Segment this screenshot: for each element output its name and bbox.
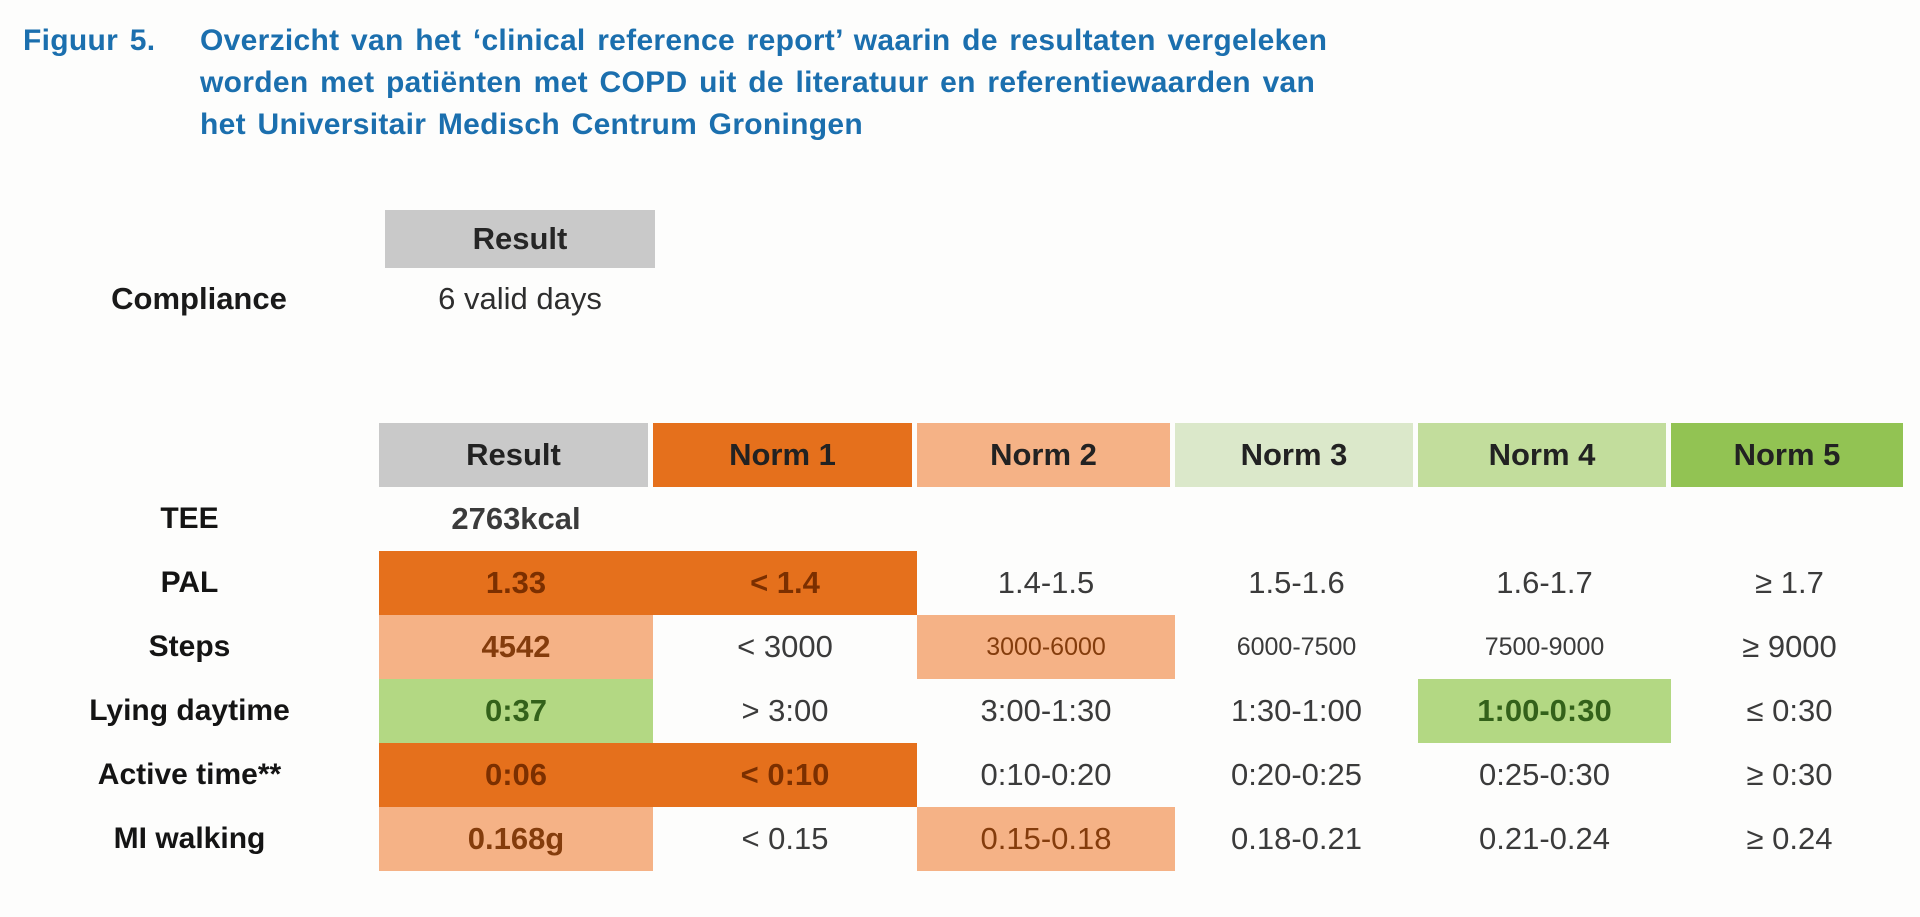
- cell-tee-norm-4: [1418, 487, 1671, 551]
- cell-tee-norm-3: [1175, 487, 1418, 551]
- compliance-result-header: Result: [385, 210, 655, 268]
- header-corner: [0, 423, 379, 487]
- cell-pal-norm-2: 1.4-1.5: [997, 565, 1095, 600]
- header-norm-2: Norm 2: [917, 423, 1175, 487]
- figure-title-line-2: worden met patiënten met COPD uit de lit…: [200, 66, 1316, 99]
- cell-active-norm-1: < 0:10: [653, 743, 917, 807]
- cell-active-norm-4: 0:25-0:30: [1479, 757, 1610, 792]
- cell-steps-norm-3: 6000-7500: [1236, 632, 1357, 661]
- figure-title-line-3: het Universitair Medisch Centrum Groning…: [200, 108, 864, 141]
- reference-table: Result Norm 1 Norm 2 Norm 3 Norm 4 Norm …: [0, 423, 1908, 871]
- cell-tee-norm-2: [917, 487, 1175, 551]
- cell-pal-norm-4: 1.6-1.7: [1496, 565, 1593, 600]
- cell-mi-result: 0.168g: [379, 807, 653, 871]
- cell-active-result: 0:06: [379, 743, 653, 807]
- cell-active-norm-3: 0:20-0:25: [1231, 757, 1362, 792]
- cell-active-norm-2: 0:10-0:20: [980, 757, 1112, 792]
- cell-active-norm-5: ≥ 0:30: [1746, 757, 1833, 792]
- cell-mi-norm-5: ≥ 0.24: [1746, 821, 1833, 856]
- cell-mi-norm-3: 0.18-0.21: [1231, 821, 1362, 856]
- figure-title: Figuur 5. Overzicht van het ‘clinical re…: [23, 20, 1327, 146]
- row-label-tee: TEE: [160, 502, 219, 535]
- header-norm-5: Norm 5: [1671, 423, 1908, 487]
- row-label-mi-walking: MI walking: [113, 822, 266, 855]
- figure-title-line-1: Overzicht van het ‘clinical reference re…: [200, 24, 1328, 57]
- cell-mi-norm-4: 0.21-0.24: [1479, 821, 1610, 856]
- figure-number-label: Figuur 5.: [23, 24, 156, 57]
- row-label-active-time: Active time**: [97, 758, 282, 791]
- cell-lying-result: 0:37: [379, 679, 653, 743]
- cell-lying-norm-3: 1:30-1:00: [1231, 693, 1362, 728]
- compliance-value: 6 valid days: [438, 281, 602, 316]
- cell-lying-norm-2: 3:00-1:30: [980, 693, 1112, 728]
- cell-tee-norm-1: [653, 487, 917, 551]
- cell-pal-result: 1.33: [379, 551, 653, 615]
- cell-tee-norm-5: [1671, 487, 1908, 551]
- cell-pal-norm-1: < 1.4: [653, 551, 917, 615]
- cell-lying-norm-1: > 3:00: [741, 693, 829, 728]
- cell-steps-norm-2: 3000-6000: [917, 615, 1175, 679]
- cell-steps-norm-1: < 3000: [737, 629, 833, 664]
- row-label-steps: Steps: [148, 630, 231, 663]
- cell-lying-norm-5: ≤ 0:30: [1746, 693, 1833, 728]
- cell-steps-norm-4: 7500-9000: [1484, 632, 1605, 661]
- cell-mi-norm-2: 0.15-0.18: [917, 807, 1175, 871]
- cell-steps-norm-5: ≥ 9000: [1742, 629, 1837, 664]
- header-norm-4: Norm 4: [1418, 423, 1671, 487]
- header-norm-1: Norm 1: [653, 423, 917, 487]
- cell-pal-norm-3: 1.5-1.6: [1248, 565, 1345, 600]
- header-norm-3: Norm 3: [1175, 423, 1418, 487]
- compliance-label: Compliance: [111, 281, 287, 316]
- cell-steps-result: 4542: [379, 615, 653, 679]
- figure-title-text: Overzicht van het ‘clinical reference re…: [200, 20, 1327, 146]
- cell-lying-norm-4: 1:00-0:30: [1418, 679, 1671, 743]
- row-label-pal: PAL: [160, 566, 219, 599]
- cell-tee-result: 2763kcal: [451, 501, 581, 536]
- header-result: Result: [379, 423, 653, 487]
- cell-pal-norm-5: ≥ 1.7: [1755, 565, 1824, 600]
- cell-mi-norm-1: < 0.15: [741, 821, 829, 856]
- row-label-lying-daytime: Lying daytime: [89, 694, 290, 727]
